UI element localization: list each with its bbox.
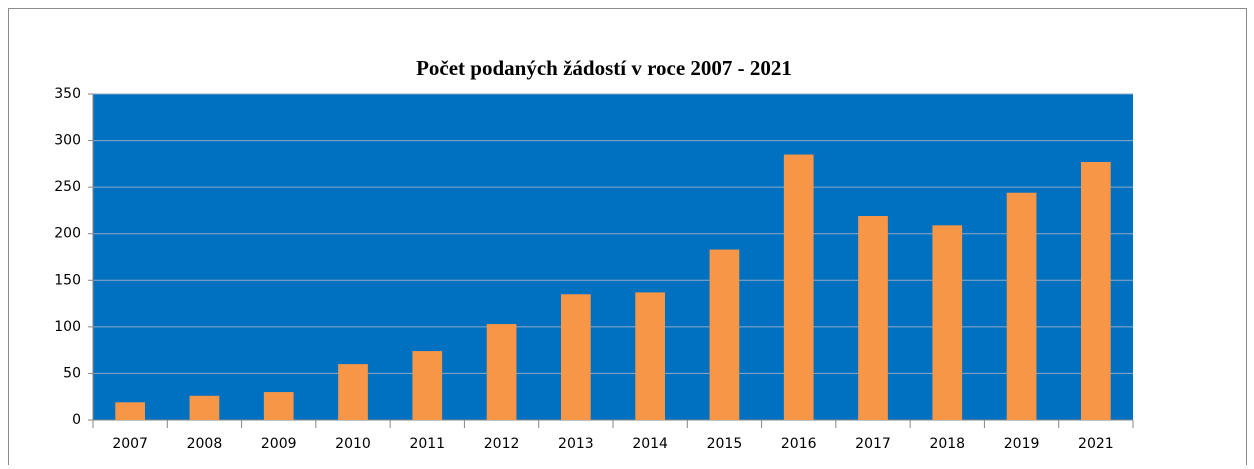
y-tick-label: 350	[54, 86, 81, 102]
bar	[263, 392, 294, 420]
bar	[858, 216, 888, 420]
y-tick-label: 300	[54, 133, 81, 149]
x-tick-label: 2010	[335, 436, 371, 452]
x-tick-label: 2009	[261, 436, 297, 452]
x-tick-label: 2013	[558, 436, 594, 452]
y-tick-label: 0	[72, 412, 81, 428]
bar	[338, 364, 368, 420]
bar	[189, 395, 220, 420]
x-tick-label: 2012	[484, 436, 520, 452]
bar	[783, 154, 814, 421]
y-tick-label: 50	[63, 365, 81, 381]
bar	[1006, 192, 1037, 420]
y-tick-label: 150	[54, 272, 81, 288]
x-tick-label: 2008	[187, 436, 223, 452]
x-tick-label: 2018	[929, 436, 965, 452]
x-tick-label: 2011	[409, 436, 445, 452]
x-tick-label: 2019	[1004, 436, 1040, 452]
bar	[115, 402, 145, 420]
bar	[709, 249, 740, 420]
y-tick-label: 200	[54, 226, 81, 242]
bar	[1081, 161, 1111, 420]
x-tick-label: 2016	[781, 436, 817, 452]
x-tick-label: 2017	[855, 436, 891, 452]
x-tick-label: 2021	[1078, 436, 1114, 452]
plot-area	[93, 94, 1133, 420]
x-tick-label: 2015	[707, 436, 743, 452]
x-tick-label: 2014	[632, 436, 668, 452]
bar	[486, 324, 517, 420]
bar	[412, 351, 443, 420]
bar	[635, 292, 665, 420]
y-tick-label: 100	[54, 319, 81, 335]
bar	[561, 294, 591, 420]
y-tick-label: 250	[54, 179, 81, 195]
x-tick-label: 2007	[112, 436, 148, 452]
chart-title: Počet podaných žádostí v roce 2007 - 202…	[416, 56, 792, 80]
bar	[932, 225, 963, 420]
